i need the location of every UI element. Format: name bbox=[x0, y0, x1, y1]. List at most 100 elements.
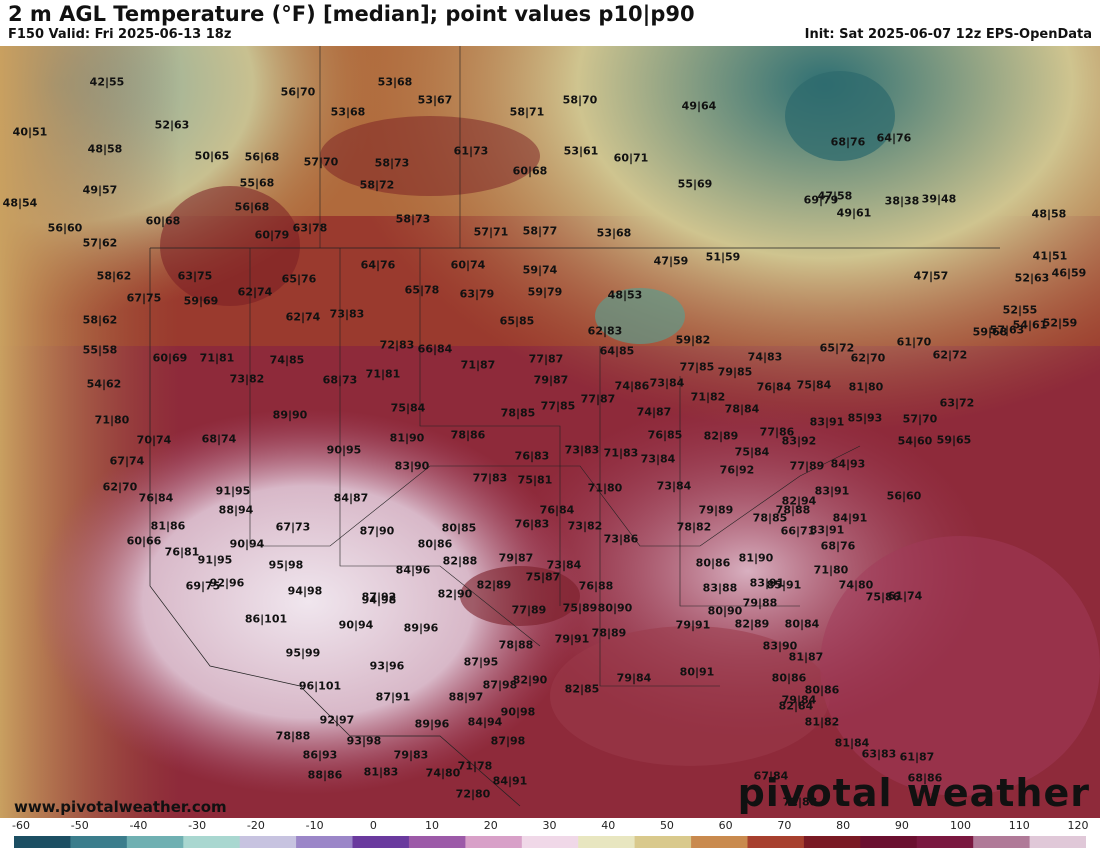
point-value-label: 75|86 bbox=[865, 590, 901, 604]
point-value-label: 68|76 bbox=[820, 539, 856, 553]
point-value-label: 47|59 bbox=[653, 254, 689, 268]
point-value-label: 61|73 bbox=[453, 144, 489, 158]
init-time: Init: Sat 2025-06-07 12z EPS-OpenData bbox=[804, 27, 1092, 42]
point-value-label: 73|86 bbox=[603, 532, 639, 546]
point-value-label: 74|87 bbox=[636, 405, 672, 419]
point-value-label: 61|87 bbox=[899, 750, 935, 764]
point-value-label: 71|87 bbox=[460, 358, 496, 372]
point-value-label: 96|101 bbox=[298, 679, 342, 693]
point-value-label: 93|98 bbox=[346, 734, 382, 748]
point-value-label: 78|88 bbox=[275, 729, 311, 743]
point-value-label: 71|83 bbox=[603, 446, 639, 460]
point-value-label: 71|80 bbox=[94, 413, 130, 427]
point-value-label: 60|69 bbox=[152, 351, 188, 365]
colorbar-segment bbox=[126, 836, 184, 848]
colorbar-tick-label: 60 bbox=[718, 819, 733, 832]
point-value-label: 78|88 bbox=[775, 503, 811, 517]
point-value-label: 80|85 bbox=[441, 521, 477, 535]
point-value-label: 61|74 bbox=[887, 589, 923, 603]
point-value-label: 85|91 bbox=[766, 578, 802, 592]
point-value-label: 79|88 bbox=[742, 596, 778, 610]
point-value-label: 82|94 bbox=[781, 494, 817, 508]
point-value-label: 64|76 bbox=[876, 131, 912, 145]
point-value-label: 62|70 bbox=[102, 480, 138, 494]
colorbar-segment bbox=[239, 836, 297, 848]
point-value-label: 52|55 bbox=[1002, 303, 1038, 317]
colorbar-segment bbox=[70, 836, 128, 848]
point-value-label: 67|74 bbox=[109, 454, 145, 468]
point-value-label: 48|54 bbox=[2, 196, 38, 210]
point-value-label: 80|86 bbox=[695, 556, 731, 570]
point-value-label: 79|84 bbox=[781, 693, 817, 707]
point-value-label: 66|84 bbox=[417, 342, 453, 356]
colorbar-segment bbox=[691, 836, 748, 848]
point-value-label: 84|87 bbox=[333, 491, 369, 505]
point-value-label: 81|83 bbox=[363, 765, 399, 779]
point-value-label: 56|70 bbox=[280, 85, 316, 99]
colorbar-segment bbox=[860, 836, 918, 848]
point-value-label: 60|68 bbox=[145, 214, 181, 228]
colorbar-segment bbox=[803, 836, 861, 848]
point-value-label: 86|93 bbox=[302, 748, 338, 762]
point-value-label: 77|89 bbox=[511, 603, 547, 617]
point-value-label: 73|83 bbox=[564, 443, 600, 457]
point-value-label: 88|94 bbox=[218, 503, 254, 517]
point-value-label: 65|85 bbox=[499, 314, 535, 328]
point-value-label: 72|88 bbox=[782, 795, 818, 809]
point-value-label: 73|83 bbox=[329, 307, 365, 321]
point-value-label: 56|60 bbox=[886, 489, 922, 503]
point-value-label: 77|85 bbox=[540, 399, 576, 413]
point-value-label: 63|75 bbox=[177, 269, 213, 283]
colorbar-tick-label: 70 bbox=[777, 819, 792, 832]
point-value-label: 59|74 bbox=[522, 263, 558, 277]
point-value-label: 92|97 bbox=[319, 713, 355, 727]
point-value-label: 90|98 bbox=[500, 705, 536, 719]
point-value-label: 65|72 bbox=[819, 341, 855, 355]
point-value-label: 84|94 bbox=[467, 715, 503, 729]
point-value-label: 53|68 bbox=[377, 75, 413, 89]
point-value-label: 72|80 bbox=[455, 787, 491, 801]
point-value-label: 79|91 bbox=[675, 618, 711, 632]
point-value-label: 81|80 bbox=[848, 380, 884, 394]
point-value-label: 54|61 bbox=[1012, 318, 1048, 332]
point-value-label: 53|67 bbox=[417, 93, 453, 107]
point-value-label: 48|53 bbox=[607, 288, 643, 302]
point-value-label: 78|85 bbox=[752, 511, 788, 525]
point-value-label: 57|70 bbox=[303, 155, 339, 169]
point-value-label: 83|91 bbox=[814, 484, 850, 498]
point-value-label: 82|90 bbox=[437, 587, 473, 601]
point-value-label: 78|84 bbox=[724, 402, 760, 416]
point-value-label: 89|90 bbox=[272, 408, 308, 422]
map-background bbox=[0, 46, 1100, 818]
point-value-label: 87|95 bbox=[463, 655, 499, 669]
point-value-label: 75|84 bbox=[796, 378, 832, 392]
map-title: 2 m AGL Temperature (°F) [median]; point… bbox=[8, 2, 695, 26]
point-value-label: 91|95 bbox=[197, 553, 233, 567]
point-value-label: 76|84 bbox=[756, 380, 792, 394]
point-value-label: 59|68 bbox=[972, 325, 1008, 339]
point-value-label: 38|38 bbox=[884, 194, 920, 208]
point-value-label: 71|78 bbox=[457, 759, 493, 773]
point-value-label: 60|68 bbox=[512, 164, 548, 178]
colorbar-tick-label: 100 bbox=[950, 819, 972, 832]
point-value-label: 64|85 bbox=[599, 344, 635, 358]
point-value-label: 80|86 bbox=[804, 683, 840, 697]
point-value-label: 79|84 bbox=[616, 671, 652, 685]
point-value-label: 54|62 bbox=[86, 377, 122, 391]
point-value-label: 84|93 bbox=[830, 457, 866, 471]
valid-time: F150 Valid: Fri 2025-06-13 18z bbox=[8, 27, 232, 42]
point-value-label: 68|74 bbox=[201, 432, 237, 446]
temperature-map[interactable]: 42|55 40|51 48|58 49|57 48|54 56|60 52|63 50|65… bbox=[0, 46, 1100, 818]
point-value-label: 56|68 bbox=[234, 200, 270, 214]
point-value-label: 95|99 bbox=[285, 646, 321, 660]
point-value-label: 65|76 bbox=[281, 272, 317, 286]
point-value-label: 57|62 bbox=[82, 236, 118, 250]
point-value-label: 82|90 bbox=[512, 673, 548, 687]
point-value-label: 59|65 bbox=[936, 433, 972, 447]
point-value-label: 81|86 bbox=[150, 519, 186, 533]
point-value-label: 62|83 bbox=[587, 324, 623, 338]
point-value-label: 67|75 bbox=[126, 291, 162, 305]
point-value-label: 52|63 bbox=[1014, 271, 1050, 285]
point-value-label: 54|60 bbox=[897, 434, 933, 448]
point-value-label: 68|86 bbox=[907, 771, 943, 785]
